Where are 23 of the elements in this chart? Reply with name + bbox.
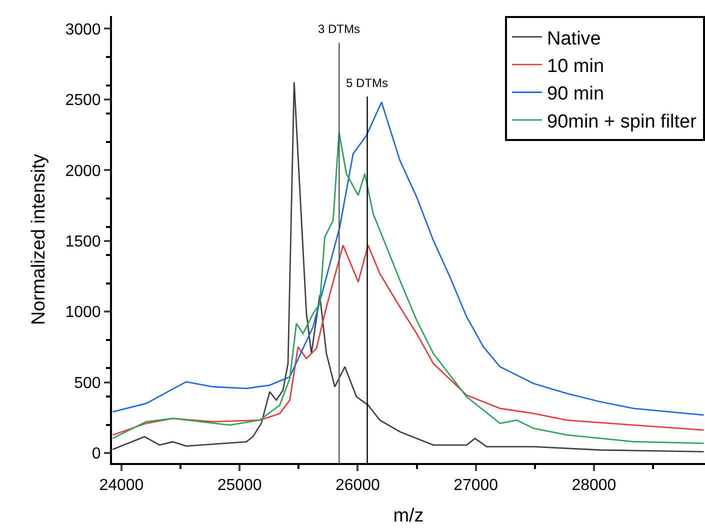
line-series <box>112 101 705 416</box>
y-tick-label: 0 <box>92 446 101 463</box>
ref-line-label: 5 DTMs <box>346 76 388 90</box>
x-tick-label: 27000 <box>454 477 498 494</box>
x-tick-label: 26000 <box>335 477 380 494</box>
y-tick-label: 2500 <box>65 92 101 110</box>
x-tick-label: 24000 <box>99 477 144 494</box>
y-tick-label: 1000 <box>65 304 101 322</box>
y-axis-title: Normalized intensity <box>28 153 50 326</box>
legend-label: 10 min <box>547 56 604 77</box>
x-axis-title: m/z <box>393 506 424 526</box>
x-tick-label: 28000 <box>572 477 616 494</box>
line-series <box>112 131 705 444</box>
legend-label: 90min + spin filter <box>547 111 698 132</box>
legend-label: Native <box>547 28 601 50</box>
y-tick-label: 1500 <box>65 234 101 251</box>
y-tick-label: 3000 <box>65 21 101 38</box>
x-tick-label: 25000 <box>217 477 262 494</box>
y-tick-label: 2000 <box>65 162 101 180</box>
legend-label: 90 min <box>547 84 604 105</box>
line-series <box>112 244 705 436</box>
y-tick-label: 500 <box>74 374 101 392</box>
ref-line-label: 3 DTMs <box>318 22 360 36</box>
